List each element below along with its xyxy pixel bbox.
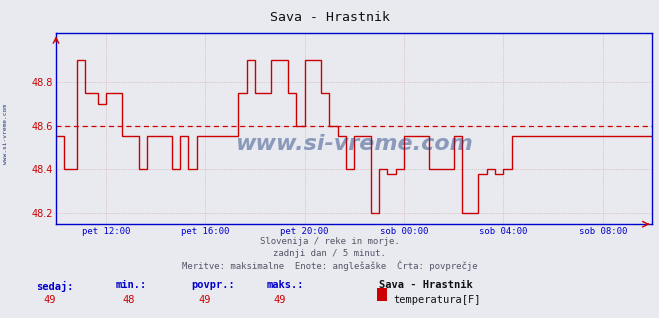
- Text: 48: 48: [123, 295, 134, 305]
- Text: www.si-vreme.com: www.si-vreme.com: [3, 104, 8, 163]
- Text: 49: 49: [43, 295, 55, 305]
- Text: Sava - Hrastnik: Sava - Hrastnik: [379, 280, 473, 290]
- Text: zadnji dan / 5 minut.: zadnji dan / 5 minut.: [273, 249, 386, 258]
- Text: maks.:: maks.:: [267, 280, 304, 290]
- Text: www.si-vreme.com: www.si-vreme.com: [235, 134, 473, 154]
- Text: 49: 49: [274, 295, 286, 305]
- Text: temperatura[F]: temperatura[F]: [393, 295, 481, 305]
- Text: 49: 49: [198, 295, 210, 305]
- Text: povpr.:: povpr.:: [191, 280, 235, 290]
- Text: Slovenija / reke in morje.: Slovenija / reke in morje.: [260, 237, 399, 246]
- Text: Sava - Hrastnik: Sava - Hrastnik: [270, 11, 389, 24]
- Text: Meritve: maksimalne  Enote: anglešaške  Črta: povprečje: Meritve: maksimalne Enote: anglešaške Čr…: [182, 260, 477, 271]
- Text: sedaj:: sedaj:: [36, 280, 74, 292]
- Text: min.:: min.:: [115, 280, 146, 290]
